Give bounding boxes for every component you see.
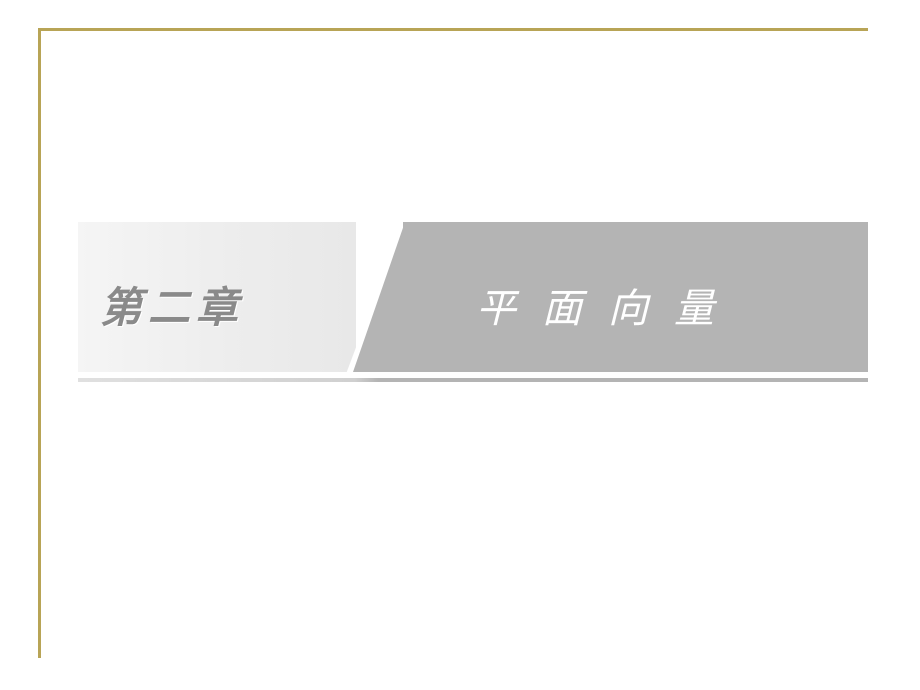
chapter-banner: 第二章 平面向量 (78, 222, 868, 372)
banner-underline (78, 378, 868, 382)
chapter-number-label: 第二章 (100, 274, 244, 335)
chapter-title-text: 平面向量 (476, 276, 740, 334)
banner-diagonal-divider (353, 222, 405, 372)
